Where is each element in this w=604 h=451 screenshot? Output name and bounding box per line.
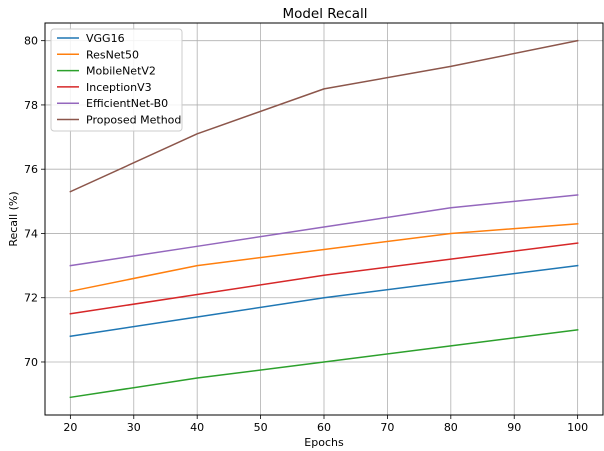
series-line-efficientnet-b0 xyxy=(69,194,579,267)
x-tick-label: 80 xyxy=(444,421,458,434)
legend-label: ResNet50 xyxy=(86,48,139,61)
y-tick-label: 74 xyxy=(24,227,38,240)
x-tick-label: 20 xyxy=(63,421,77,434)
legend-label: EfficientNet-B0 xyxy=(86,97,168,110)
legend-label: MobileNetV2 xyxy=(86,65,156,78)
x-tick-label: 70 xyxy=(380,421,394,434)
legend-label: VGG16 xyxy=(86,32,125,45)
y-tick-label: 70 xyxy=(24,356,38,369)
x-axis-title: Epochs xyxy=(304,436,344,449)
series-line-mobilenetv2 xyxy=(69,329,579,399)
legend-item-vgg16: VGG16 xyxy=(57,32,125,45)
x-tick-label: 30 xyxy=(127,421,141,434)
legend-item-efficientnet-b0: EfficientNet-B0 xyxy=(57,97,168,110)
legend-item-inceptionv3: InceptionV3 xyxy=(57,81,152,94)
legend-label: Proposed Method xyxy=(86,114,181,127)
legend-item-mobilenetv2: MobileNetV2 xyxy=(57,65,156,78)
x-tick-label: 50 xyxy=(254,421,268,434)
series-line-inceptionv3 xyxy=(69,242,579,315)
y-tick-label: 80 xyxy=(24,35,38,48)
legend-item-resnet50: ResNet50 xyxy=(57,48,139,61)
legend-box xyxy=(50,28,183,132)
y-tick-label: 72 xyxy=(24,292,38,305)
series-line-vgg16 xyxy=(69,264,579,338)
series-line-resnet50 xyxy=(69,223,579,293)
x-tick-label: 100 xyxy=(567,421,588,434)
chart-title: Model Recall xyxy=(282,6,367,22)
legend: VGG16 ResNet50 MobileNetV2 InceptionV3 Effic… xyxy=(50,28,183,132)
y-tick-label: 78 xyxy=(24,99,38,112)
y-tick-label: 76 xyxy=(24,163,38,176)
series-lines xyxy=(69,39,579,399)
x-axis: 20 30 40 50 60 70 80 90 100 xyxy=(63,415,588,434)
legend-item-proposed-method: Proposed Method xyxy=(57,114,181,127)
y-axis-title: Recall (%) xyxy=(7,191,20,246)
series-line-proposed-method xyxy=(69,39,579,193)
x-tick-label: 40 xyxy=(190,421,204,434)
legend-label: InceptionV3 xyxy=(86,81,152,94)
x-tick-label: 60 xyxy=(317,421,331,434)
x-tick-label: 90 xyxy=(507,421,521,434)
y-axis: 70 72 74 76 78 80 xyxy=(24,35,45,369)
